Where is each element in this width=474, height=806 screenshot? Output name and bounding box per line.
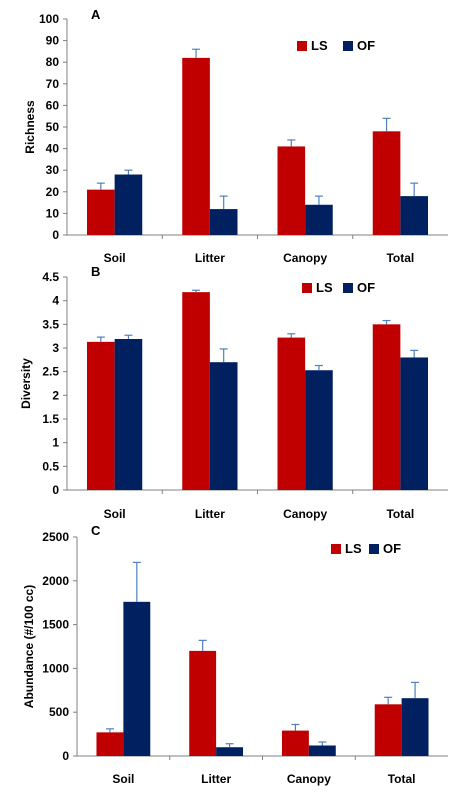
y-tick-label: 50 (46, 120, 60, 134)
y-tick-label: 0 (52, 228, 59, 242)
legend-swatch-ls (297, 41, 307, 51)
legend-label-of: OF (357, 280, 375, 295)
x-tick-label: Litter (195, 251, 225, 265)
x-tick-label: Soil (104, 251, 126, 265)
x-tick-label: Litter (195, 507, 225, 521)
bar-of-canopy (305, 204, 333, 235)
legend-label-of: OF (383, 541, 401, 556)
y-tick-label: 1500 (42, 618, 69, 632)
y-tick-label: 2500 (42, 530, 69, 544)
y-tick-label: 40 (46, 142, 60, 156)
bar-ls-litter (189, 650, 217, 756)
bar-ls-canopy (277, 337, 306, 490)
bar-of-soil (123, 601, 151, 756)
bar-ls-total (372, 131, 401, 235)
y-tick-label: 80 (46, 55, 60, 69)
legend-label-of: OF (357, 38, 375, 53)
bar-ls-litter (182, 57, 210, 235)
y-tick-label: 90 (46, 34, 60, 48)
legend-swatch-of (343, 41, 353, 51)
bar-ls-litter (182, 292, 210, 490)
y-axis-label: Abundance (#/100 cc) (22, 585, 36, 708)
y-tick-label: 1.5 (42, 412, 59, 426)
y-tick-label: 60 (46, 98, 60, 112)
bar-of-litter (209, 362, 238, 490)
legend-swatch-ls (331, 544, 341, 554)
y-tick-label: 70 (46, 77, 60, 91)
x-tick-label: Total (386, 251, 414, 265)
x-tick-label: Canopy (283, 507, 327, 521)
y-tick-label: 3 (52, 341, 59, 355)
y-axis-label: Diversity (19, 358, 33, 409)
y-tick-label: 2.5 (42, 365, 59, 379)
y-tick-label: 2000 (42, 574, 69, 588)
y-tick-label: 0 (52, 483, 59, 497)
x-tick-label: Total (386, 507, 414, 521)
bar-ls-soil (87, 189, 115, 235)
bar-of-canopy (305, 370, 333, 490)
panel-label-a: A (91, 7, 101, 22)
panel-label-c: C (91, 523, 101, 538)
y-tick-label: 0.5 (42, 459, 59, 473)
y-tick-label: 30 (46, 163, 60, 177)
y-tick-label: 4.5 (42, 270, 59, 284)
bar-ls-canopy (281, 730, 309, 756)
y-tick-label: 3.5 (42, 317, 59, 331)
y-axis-label: Richness (23, 100, 37, 154)
bar-of-canopy (308, 745, 336, 756)
legend-swatch-of (343, 283, 353, 293)
y-tick-label: 10 (46, 206, 60, 220)
y-tick-label: 1 (52, 436, 59, 450)
x-tick-label: Soil (112, 772, 134, 786)
legend-label-ls: LS (345, 541, 362, 556)
bar-ls-canopy (277, 146, 306, 235)
legend-swatch-ls (302, 283, 312, 293)
legend-swatch-of (369, 544, 379, 554)
y-tick-label: 1000 (42, 661, 69, 675)
bar-ls-soil (87, 341, 115, 490)
x-tick-label: Total (388, 772, 416, 786)
y-tick-label: 2 (52, 388, 59, 402)
x-tick-label: Soil (104, 507, 126, 521)
y-tick-label: 4 (52, 294, 59, 308)
bar-of-litter (216, 747, 244, 756)
bar-of-total (400, 357, 428, 490)
x-tick-label: Canopy (283, 251, 327, 265)
y-tick-label: 0 (62, 749, 69, 763)
x-tick-label: Litter (201, 772, 231, 786)
bar-ls-total (372, 324, 401, 490)
x-tick-label: Canopy (287, 772, 331, 786)
bar-of-soil (114, 174, 143, 235)
bar-of-soil (114, 339, 143, 490)
y-tick-label: 20 (46, 185, 60, 199)
legend-label-ls: LS (316, 280, 333, 295)
y-tick-label: 100 (39, 12, 59, 26)
y-tick-label: 500 (49, 705, 69, 719)
legend-label-ls: LS (311, 38, 328, 53)
panel-label-b: B (91, 264, 100, 279)
bar-ls-soil (96, 732, 124, 756)
bar-of-litter (209, 209, 238, 235)
bar-of-total (401, 698, 429, 756)
bar-of-total (400, 196, 428, 235)
bar-ls-total (374, 704, 402, 756)
